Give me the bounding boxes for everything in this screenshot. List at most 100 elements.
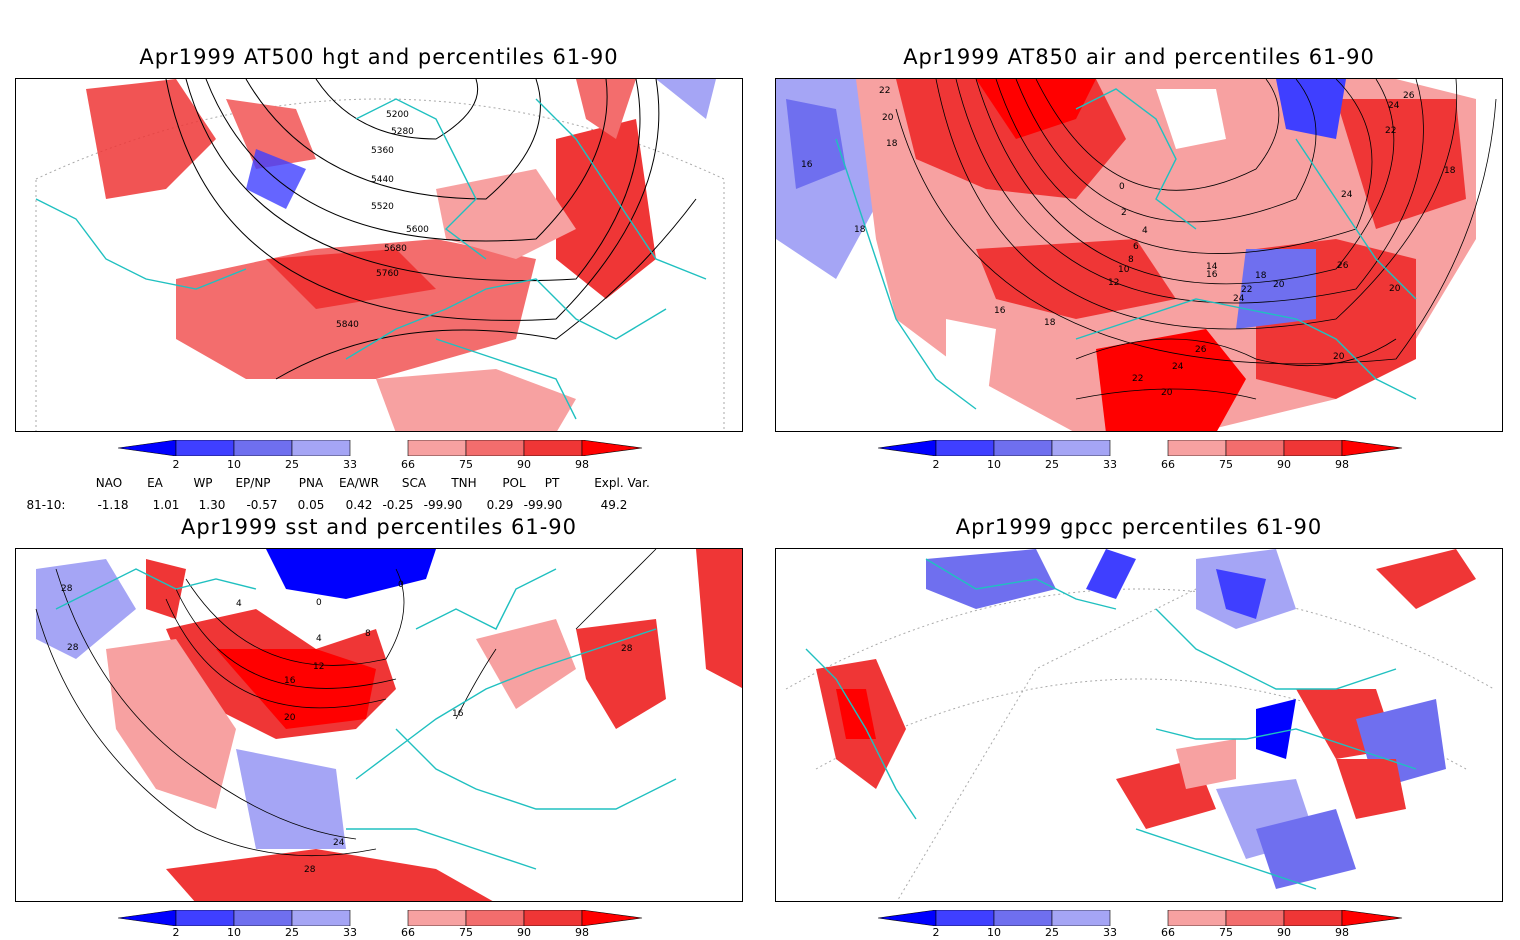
contour-label: 6 (1133, 242, 1139, 252)
contour-label: 28 (621, 644, 633, 654)
colorbar-label: 10 (227, 458, 241, 471)
colorbar-label: 90 (517, 926, 531, 939)
panel-title-gpcc: Apr1999 gpcc percentiles 61-90 (955, 515, 1323, 539)
index-header: EA (147, 476, 163, 490)
colorbar-label: 10 (987, 926, 1001, 939)
index-value: 49.2 (600, 498, 628, 512)
contour-label: 22 (1385, 126, 1396, 136)
index-header: EA/WR (338, 476, 380, 490)
colorbar-label: 2 (932, 926, 940, 939)
panel-title-hgt500: Apr1999 AT500 hgt and percentiles 61-90 (139, 45, 619, 69)
map-sst: 28 28 4 0 0 4 8 12 16 20 24 28 16 28 (35, 549, 742, 901)
colorbar-label: 2 (172, 926, 180, 939)
index-header: Expl. Var. (594, 476, 650, 490)
contour-label: 22 (879, 86, 890, 96)
contour-label: 24 (1341, 190, 1353, 200)
colorbar-label: 98 (1335, 926, 1349, 939)
index-header-row: NAO EA WP EP/NP PNA EA/WR SCA TNH POL PT… (0, 476, 760, 492)
contour-label: 16 (801, 160, 813, 170)
colorbar-label: 33 (343, 926, 357, 939)
contour-label: 4 (316, 634, 322, 644)
panel-title-sst: Apr1999 sst and percentiles 61-90 (180, 515, 578, 539)
map-panel-air850: 22 20 18 16 18 0 2 4 6 8 10 12 14 16 18 … (775, 78, 1503, 432)
colorbar-label: 90 (517, 458, 531, 471)
contour-label: 16 (284, 676, 296, 686)
colorbar-label: 75 (459, 926, 473, 939)
contour-label: 26 (1195, 345, 1207, 355)
colorbar-label: 33 (1103, 458, 1117, 471)
contour-label: 16 (1206, 270, 1218, 280)
index-value: -99.90 (423, 498, 463, 512)
index-header: WP (193, 476, 213, 490)
contour-label: 18 (886, 139, 898, 149)
contour-label: 22 (1132, 374, 1143, 384)
contour-label: 20 (1389, 284, 1401, 294)
colorbar-label: 25 (1045, 926, 1059, 939)
colorbar-label: 98 (1335, 458, 1349, 471)
index-values-row: 81-10: -1.18 1.01 1.30 -0.57 0.05 0.42 -… (0, 498, 760, 514)
map-gpcc (785, 549, 1495, 901)
contour-label: 24 (1233, 294, 1245, 304)
contour-label: 5680 (384, 244, 407, 254)
contour-label: 28 (61, 584, 73, 594)
contour-label: 0 (316, 598, 322, 608)
index-value: 1.01 (152, 498, 180, 512)
colorbar-swatches (117, 439, 643, 457)
colorbar-label: 98 (575, 458, 589, 471)
colorbar-air850: 2 10 25 33 66 75 90 98 (877, 439, 1404, 476)
index-header: TNH (451, 476, 477, 490)
colorbar-label: 2 (932, 458, 940, 471)
contour-label: 26 (1403, 91, 1415, 101)
contour-label: 8 (365, 629, 371, 639)
contour-label: 14 (1206, 262, 1218, 272)
index-value: -99.90 (523, 498, 563, 512)
index-value: 0.42 (345, 498, 373, 512)
contour-label: 12 (313, 662, 324, 672)
contour-label: 24 (1388, 101, 1400, 111)
colorbar-label: 66 (401, 458, 415, 471)
contour-label: 5200 (386, 110, 409, 120)
colorbar-label: 33 (343, 458, 357, 471)
index-value: -1.18 (97, 498, 129, 512)
contour-label: 24 (333, 838, 345, 848)
colorbar-label: 75 (1219, 458, 1233, 471)
colorbar-label: 10 (987, 458, 1001, 471)
map-hgt500: 5200 5280 5360 5440 5520 5600 5680 5760 … (35, 79, 725, 431)
colorbar-gpcc: 2 10 25 33 66 75 90 98 (877, 909, 1404, 940)
contour-label: 24 (1172, 362, 1184, 372)
index-header: PT (544, 476, 560, 490)
colorbar-swatches (117, 909, 643, 927)
colorbar-label: 33 (1103, 926, 1117, 939)
contour-label: 18 (1044, 318, 1056, 328)
colorbar-label: 2 (172, 458, 180, 471)
colorbar-label: 25 (1045, 458, 1059, 471)
contour-label: 28 (67, 643, 79, 653)
colorbar-hgt500: 2 10 25 33 66 75 90 98 (117, 439, 644, 476)
colorbar-label: 66 (1161, 926, 1175, 939)
colorbar-label: 66 (1161, 458, 1175, 471)
colorbar-sst: 2 10 25 33 66 75 90 98 (117, 909, 644, 940)
contour-label: 5360 (371, 146, 394, 156)
colorbar-swatches (877, 439, 1403, 457)
index-header: SCA (401, 476, 427, 490)
index-value: 0.05 (297, 498, 325, 512)
colorbar-label: 90 (1277, 926, 1291, 939)
contour-label: 12 (1108, 278, 1119, 288)
contour-label: 4 (1142, 226, 1148, 236)
colorbar-label: 75 (1219, 926, 1233, 939)
map-panel-sst: 28 28 4 0 0 4 8 12 16 20 24 28 16 28 (15, 548, 743, 902)
map-panel-hgt500: 5200 5280 5360 5440 5520 5600 5680 5760 … (15, 78, 743, 432)
colorbar-label: 75 (459, 458, 473, 471)
contour-label: 20 (1333, 352, 1345, 362)
contour-label: 18 (854, 225, 866, 235)
contour-label: 20 (1273, 280, 1285, 290)
colorbar-label: 10 (227, 926, 241, 939)
contour-label: 22 (1241, 285, 1252, 295)
contour-label: 4 (236, 599, 242, 609)
colorbar-swatches (877, 909, 1403, 927)
contour-label: 16 (452, 709, 464, 719)
index-header: PNA (298, 476, 324, 490)
contour-label: 18 (1255, 271, 1267, 281)
colorbar-label: 66 (401, 926, 415, 939)
index-value: -0.57 (246, 498, 278, 512)
